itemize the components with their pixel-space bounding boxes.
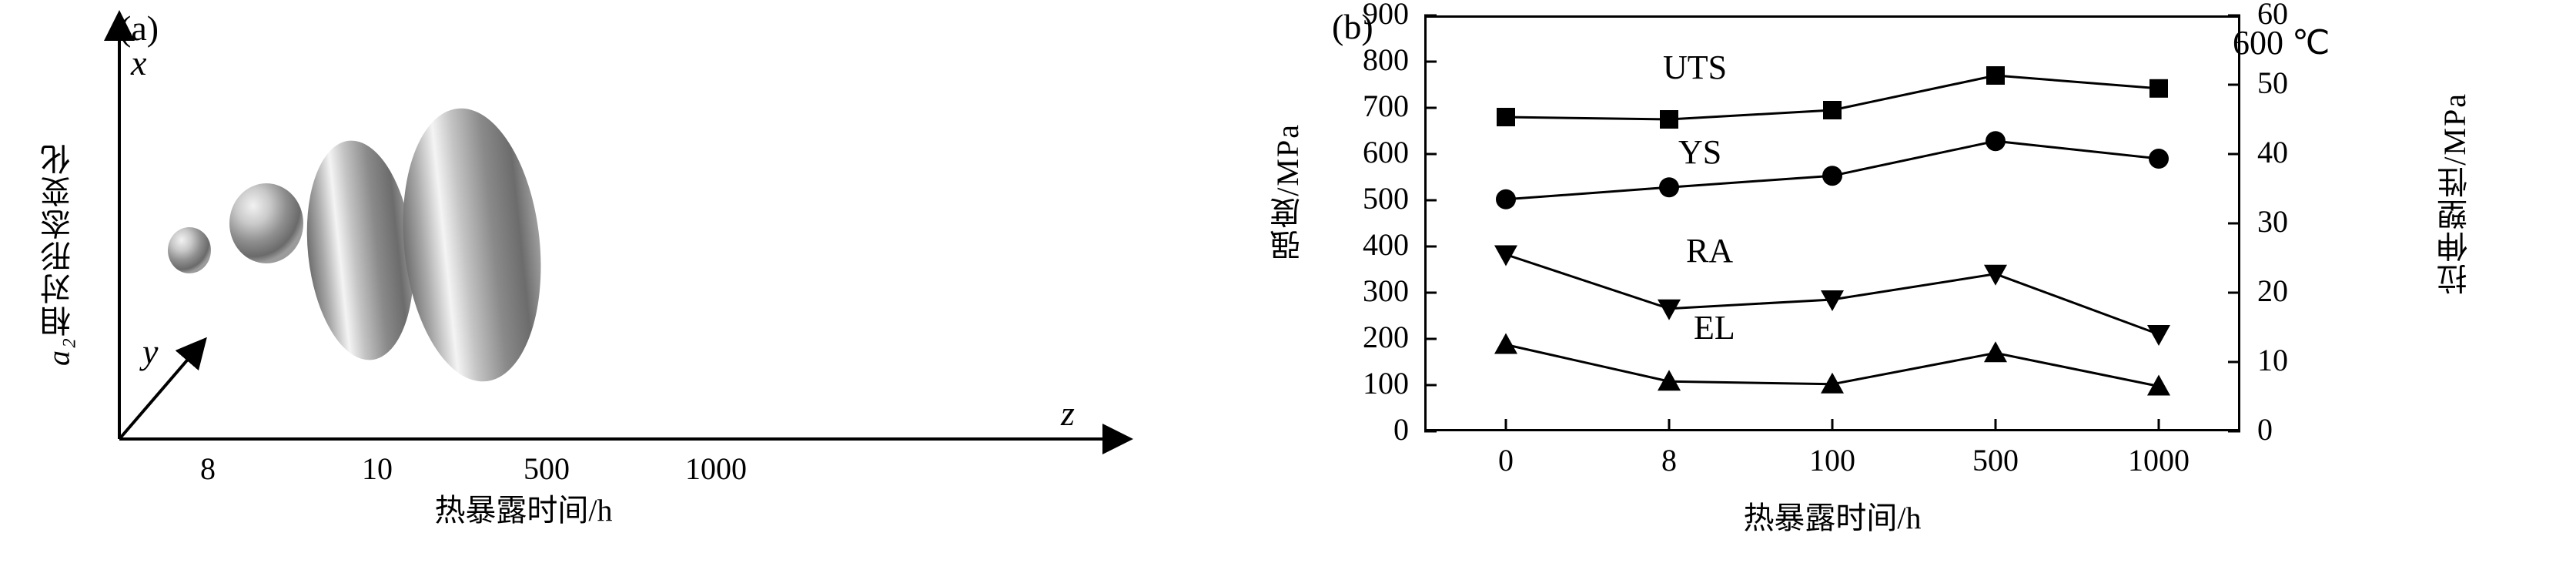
particle-8h bbox=[168, 227, 211, 273]
panel-b-series bbox=[1494, 66, 2170, 396]
panel-b-canvas bbox=[1424, 14, 2240, 433]
marker-RA bbox=[1984, 264, 2007, 286]
marker-YS bbox=[2149, 149, 2169, 169]
series-label-UTS: UTS bbox=[1663, 49, 1728, 86]
panel-b-tag: (b) bbox=[1332, 7, 1373, 46]
panel-b: (b) 强度/MPa 拉伸塑性/MPa 热暴露时间/h 0 100 200 300 40… bbox=[1232, 0, 2576, 563]
x-tick-label: 0 bbox=[1498, 443, 1514, 478]
marker-RA bbox=[1821, 290, 1844, 311]
panel-a-axis-y bbox=[118, 337, 207, 441]
marker-RA bbox=[1494, 245, 1517, 266]
panel-a-tick-8: 8 bbox=[200, 451, 216, 486]
marker-EL bbox=[1821, 372, 1844, 394]
panel-a-canvas bbox=[104, 10, 1133, 454]
y2-tick-label: 40 bbox=[2257, 135, 2288, 169]
series-label-YS: YS bbox=[1678, 133, 1722, 171]
y-tick-label: 500 bbox=[1363, 181, 1409, 216]
marker-RA bbox=[2147, 325, 2170, 346]
x-tick-label: 8 bbox=[1661, 443, 1677, 478]
series-label-RA: RA bbox=[1686, 232, 1734, 270]
marker-EL bbox=[1658, 370, 1681, 391]
y2-tick-label: 50 bbox=[2257, 65, 2288, 100]
y2-tick-label: 60 bbox=[2257, 0, 2288, 31]
panel-b-x-axis-label: 热暴露时间/h bbox=[1743, 501, 1922, 535]
panel-b-ticks bbox=[1424, 14, 2240, 433]
panel-a-tick-500: 500 bbox=[524, 451, 570, 486]
marker-YS bbox=[1822, 166, 1842, 186]
y-tick-label: 100 bbox=[1363, 366, 1409, 400]
panel-a-x-axis-label: 热暴露时间/h bbox=[434, 493, 613, 528]
y-tick-label: 400 bbox=[1363, 227, 1409, 262]
x-tick-label: 100 bbox=[1809, 443, 1855, 478]
marker-UTS bbox=[1823, 101, 1842, 119]
y-tick-label: 900 bbox=[1363, 0, 1409, 31]
y-tick-label: 700 bbox=[1363, 89, 1409, 123]
y2-tick-label: 0 bbox=[2257, 412, 2273, 447]
panel-a-axis-x-letter: x bbox=[131, 43, 147, 82]
marker-RA bbox=[1658, 299, 1681, 320]
panel-b-annotation: 600 ℃ bbox=[2233, 24, 2330, 62]
y-tick-label: 200 bbox=[1363, 320, 1409, 354]
panel-a-axis-z-letter: z bbox=[1061, 394, 1075, 433]
y-tick-label: 300 bbox=[1363, 273, 1409, 308]
marker-UTS bbox=[1497, 108, 1515, 126]
panel-a-tick-1000: 1000 bbox=[685, 451, 747, 486]
marker-UTS bbox=[1660, 110, 1678, 129]
x-tick-label: 1000 bbox=[2128, 443, 2190, 478]
y2-tick-label: 10 bbox=[2257, 343, 2288, 377]
marker-EL bbox=[1494, 333, 1517, 354]
marker-YS bbox=[1659, 177, 1679, 198]
y2-tick-label: 20 bbox=[2257, 273, 2288, 308]
particle-10h bbox=[229, 183, 303, 263]
y-tick-label: 800 bbox=[1363, 42, 1409, 77]
series-label-EL: EL bbox=[1694, 309, 1735, 347]
marker-UTS bbox=[2149, 79, 2168, 98]
particle-500h bbox=[306, 140, 414, 360]
y-tick-label: 0 bbox=[1393, 412, 1409, 447]
marker-EL bbox=[1984, 341, 2007, 363]
marker-EL bbox=[2147, 374, 2170, 396]
panel-a: (a) a₂ 相对形态变化 热暴露时间/h bbox=[0, 0, 1232, 563]
particle-1000h bbox=[403, 108, 541, 382]
y-tick-label: 600 bbox=[1363, 135, 1409, 169]
marker-YS bbox=[1986, 131, 2006, 152]
marker-UTS bbox=[1986, 66, 2005, 85]
y2-tick-label: 30 bbox=[2257, 204, 2288, 239]
x-tick-label: 500 bbox=[1972, 443, 2019, 478]
panel-a-axis-y-letter: y bbox=[142, 332, 159, 371]
marker-YS bbox=[1496, 189, 1516, 209]
panel-a-tick-10: 10 bbox=[362, 451, 393, 486]
